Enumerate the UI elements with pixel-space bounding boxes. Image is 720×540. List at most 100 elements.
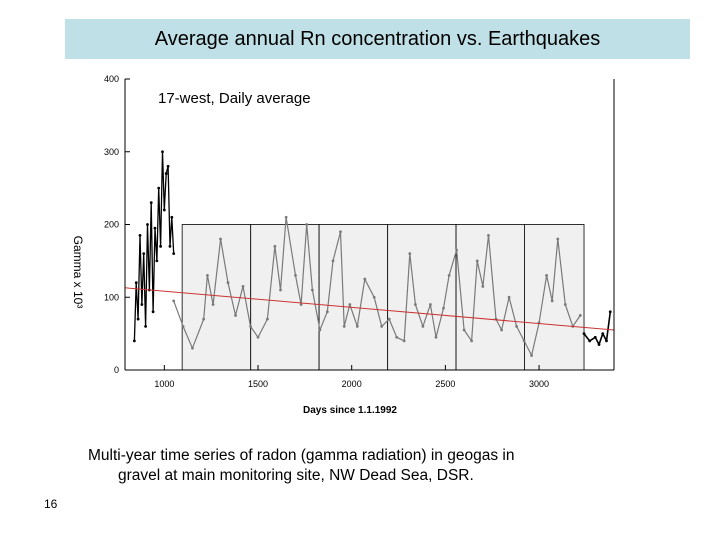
point-measured — [234, 314, 237, 317]
point-measured — [172, 299, 176, 303]
point-early — [138, 234, 142, 237]
point-early — [153, 226, 157, 230]
series-trend — [124, 287, 615, 331]
point-measured — [380, 324, 384, 328]
caption-line-1: Multi-year time series of radon (gamma r… — [88, 447, 515, 464]
point-measured — [500, 328, 503, 332]
point-early — [166, 164, 170, 168]
point-measured — [421, 324, 425, 328]
point-measured — [342, 324, 346, 328]
point-measured — [550, 299, 554, 303]
point-early — [161, 150, 164, 154]
point-measured — [265, 317, 269, 321]
point-measured — [372, 295, 376, 299]
point-measured — [447, 274, 451, 277]
y-tick-label-100: 100 — [104, 292, 119, 302]
point-measured — [487, 234, 490, 237]
point-measured — [279, 288, 282, 292]
y-tick-label-400: 400 — [104, 74, 119, 84]
axes: 0 100 200 300 400 1000 1500 2000 2500 3000 — [104, 74, 615, 389]
point-measured — [395, 335, 399, 339]
y-tick-label-0: 0 — [114, 365, 119, 375]
point-early — [172, 252, 176, 256]
point-late — [593, 335, 597, 339]
point-measured — [191, 346, 194, 350]
x-tick-label-2000: 2000 — [342, 379, 362, 389]
caption-line-2: gravel at main monitoring site, NW Dead … — [118, 467, 474, 484]
point-measured — [475, 259, 479, 263]
x-axis-label: Days since 1.1.1992 — [303, 405, 397, 416]
point-measured — [428, 303, 432, 306]
x-tick-label-1000: 1000 — [154, 379, 174, 389]
point-measured — [522, 339, 526, 343]
point-measured — [348, 303, 352, 306]
point-late — [588, 339, 592, 343]
point-early — [164, 172, 168, 175]
point-measured — [470, 339, 474, 343]
point-late — [605, 339, 608, 343]
point-early — [132, 339, 136, 343]
point-early — [170, 215, 174, 219]
point-measured — [310, 288, 314, 292]
point-measured — [545, 274, 548, 277]
point-measured — [325, 310, 329, 314]
point-measured — [556, 237, 560, 241]
point-measured — [462, 328, 466, 332]
x-tick-label-3000: 3000 — [529, 379, 549, 389]
x-tick-label-2500: 2500 — [435, 379, 455, 389]
point-measured — [273, 244, 277, 248]
y-axis-label: Gamma x 10³ — [71, 236, 85, 309]
y-tick-label-200: 200 — [104, 220, 119, 230]
point-measured — [578, 314, 582, 317]
point-early — [144, 324, 148, 328]
point-early — [159, 244, 162, 248]
point-measured — [211, 303, 215, 306]
y-tick-label-300: 300 — [104, 147, 119, 157]
point-measured — [402, 339, 406, 343]
year-bands — [181, 224, 585, 371]
point-measured — [408, 252, 412, 256]
point-measured — [256, 335, 260, 339]
data-series — [124, 150, 615, 357]
point-early — [168, 244, 172, 248]
point-measured — [434, 335, 438, 339]
point-measured — [206, 274, 209, 277]
figure-caption: Multi-year time series of radon (gamma r… — [88, 446, 608, 486]
point-measured — [241, 284, 245, 288]
point-measured — [339, 230, 342, 234]
point-measured — [387, 317, 391, 321]
slide-number: 16 — [44, 497, 58, 511]
point-measured — [355, 324, 359, 328]
point-measured — [442, 306, 445, 310]
point-measured — [318, 328, 322, 332]
point-measured — [284, 215, 288, 219]
point-early — [151, 310, 155, 314]
point-early — [155, 259, 159, 263]
point-measured — [219, 237, 222, 241]
chart-inner-title: 17-west, Daily average — [158, 90, 311, 107]
point-measured — [455, 248, 459, 252]
year-band-4 — [455, 224, 525, 371]
point-measured — [530, 354, 533, 357]
point-measured — [202, 317, 206, 321]
point-measured — [249, 324, 252, 328]
point-measured — [507, 295, 511, 299]
point-early — [134, 281, 138, 285]
point-measured — [294, 274, 297, 277]
x-tick-label-1500: 1500 — [248, 379, 268, 389]
point-measured — [414, 303, 417, 306]
point-measured — [515, 324, 518, 328]
slide-title: Average annual Rn concentration vs. Eart… — [65, 19, 690, 59]
point-early — [142, 252, 146, 256]
point-late — [597, 343, 601, 346]
point-measured — [563, 303, 567, 306]
point-early — [157, 186, 161, 190]
point-measured — [226, 281, 230, 285]
point-late — [601, 332, 605, 336]
point-measured — [305, 223, 309, 226]
point-early — [162, 208, 166, 212]
point-measured — [481, 284, 485, 288]
point-measured — [331, 259, 335, 263]
point-measured — [363, 277, 367, 281]
